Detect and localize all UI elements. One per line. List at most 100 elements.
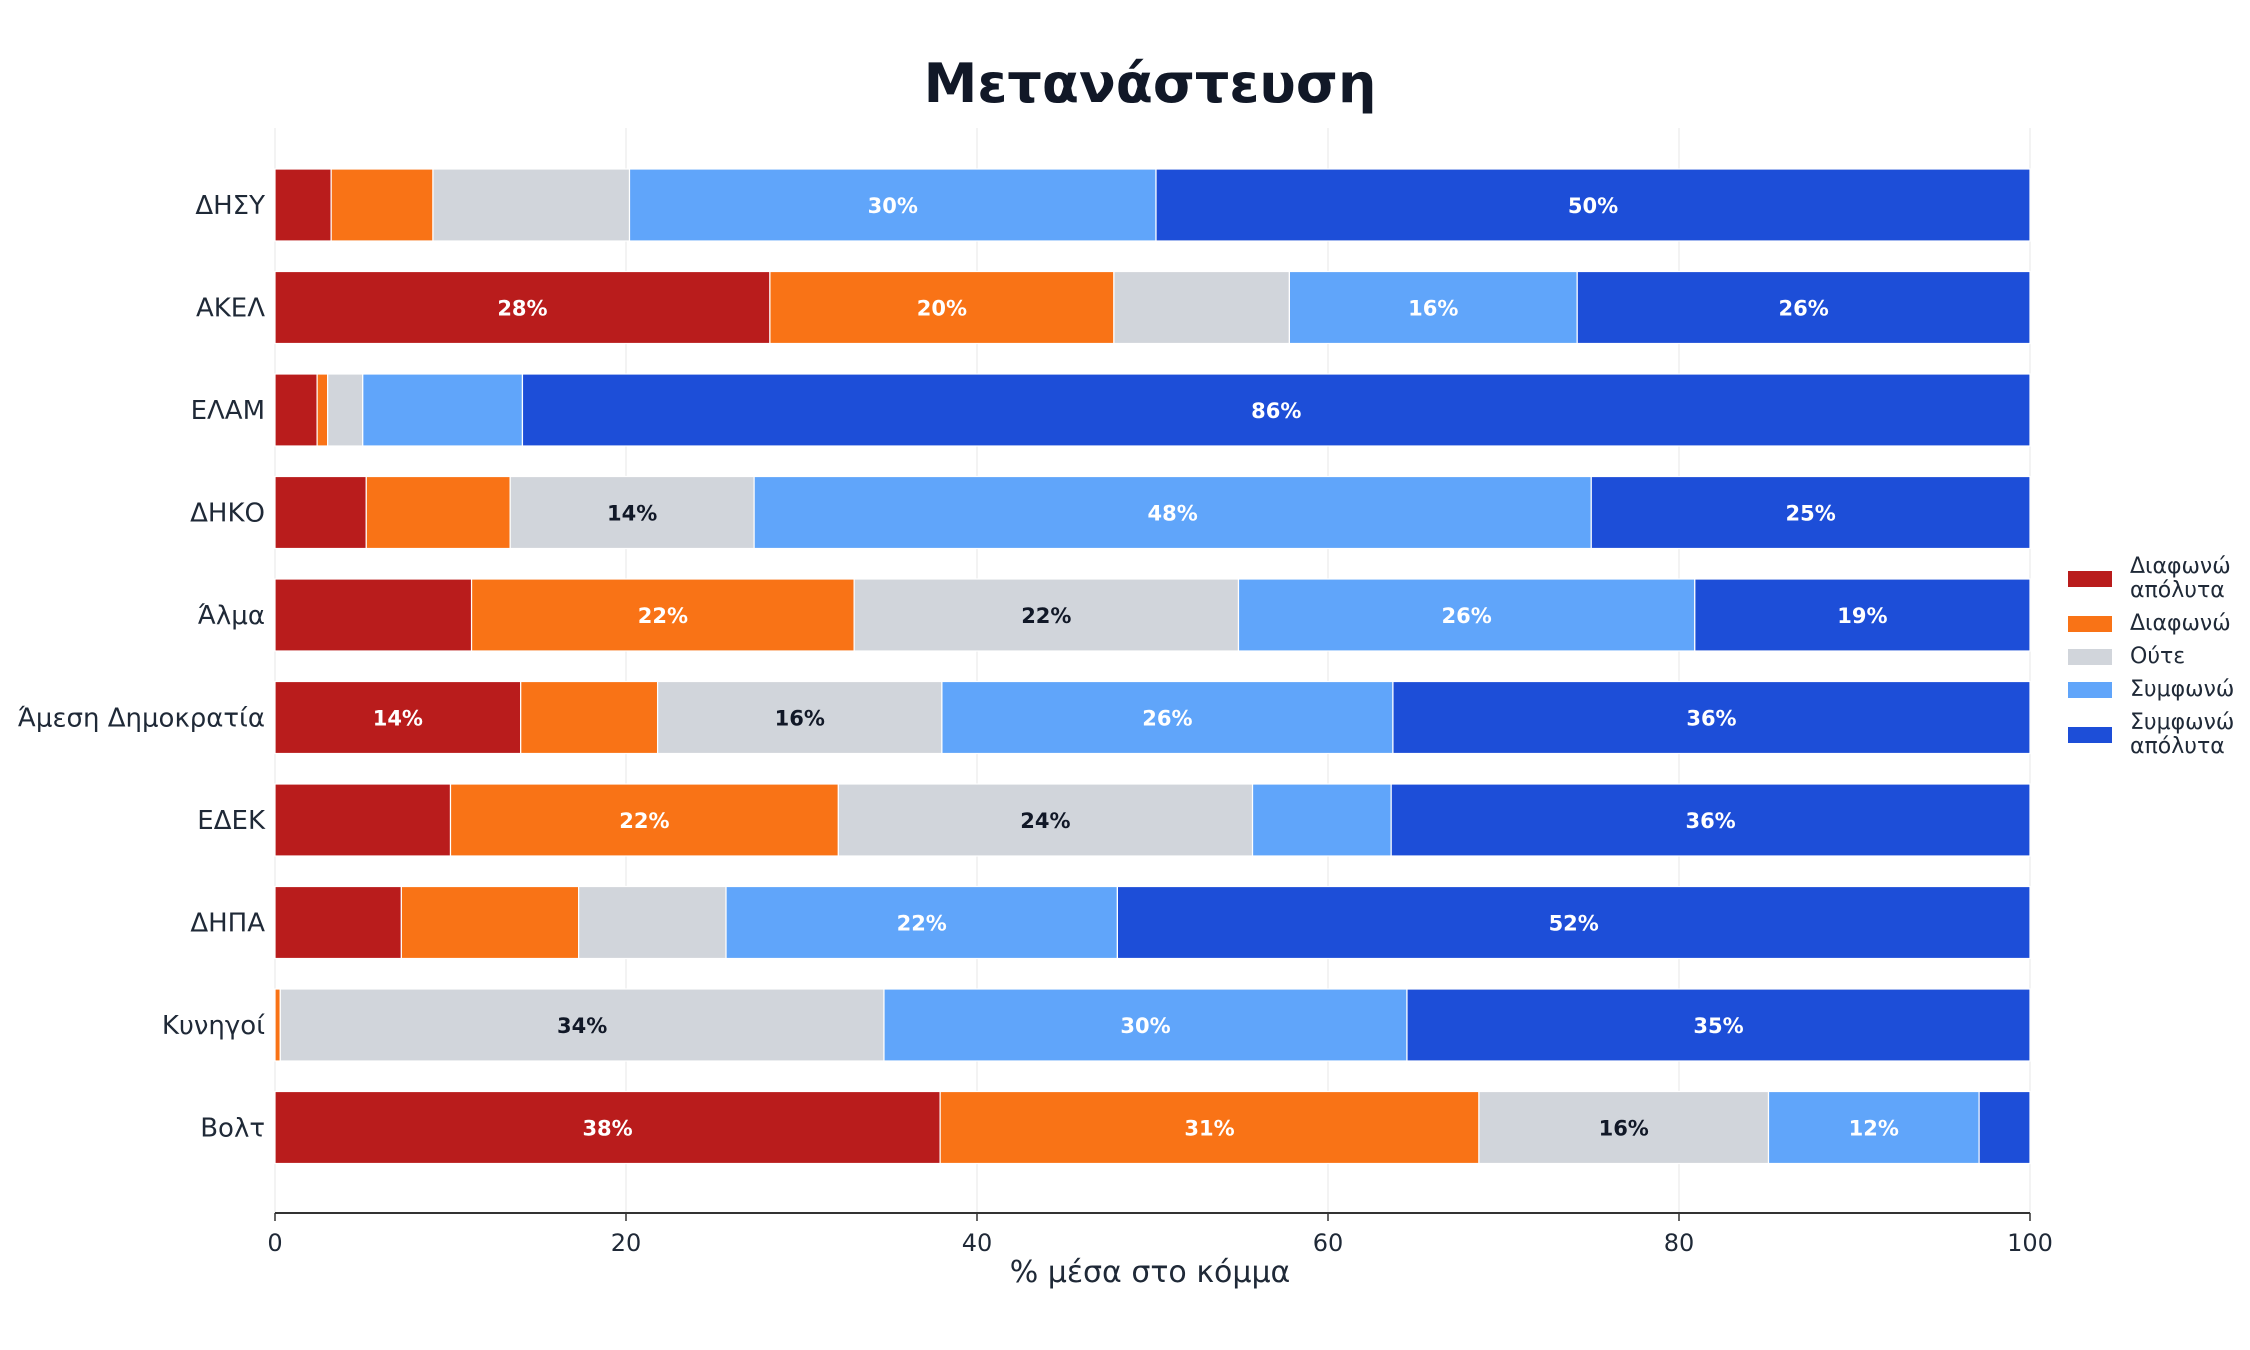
bar-segment [274, 168, 332, 242]
bar-segment [521, 373, 2031, 447]
bar-segment [274, 885, 402, 960]
bar-segment [1392, 680, 2031, 755]
data-label: 36% [1686, 707, 1736, 731]
data-label: 38% [582, 1117, 632, 1141]
legend-swatch [2068, 616, 2112, 632]
bar-segment [274, 475, 367, 550]
bar-segment [520, 680, 659, 755]
legend-item: Συμφωνώ απόλυτα [2068, 711, 2250, 759]
bar-segment [470, 578, 855, 652]
bar-segment [274, 783, 452, 857]
data-label: 16% [1408, 297, 1458, 321]
bar-segment [1113, 270, 1290, 345]
chart-title: Μετανάστευση [923, 52, 1377, 115]
legend-swatch [2068, 682, 2112, 698]
x-tick-label: 60 [1313, 1229, 1344, 1257]
data-label: 25% [1785, 502, 1835, 526]
bar-segment [1478, 1090, 1770, 1165]
bar-segment [1116, 885, 2031, 960]
data-label: 22% [638, 604, 688, 628]
data-label: 22% [897, 912, 947, 936]
bar-segment [365, 475, 511, 550]
bar-segment [1767, 1090, 1980, 1165]
bar-segment [279, 988, 885, 1062]
bar-segment [1288, 270, 1578, 345]
bar-segment [578, 885, 727, 960]
x-axis-title: % μέσα στο κόμμα [1009, 1255, 1291, 1290]
bar-segment [1251, 783, 1392, 857]
data-label: 35% [1693, 1014, 1743, 1038]
y-tick-label: ΔΗΠΑ [190, 909, 265, 939]
data-label: 50% [1568, 194, 1618, 218]
bar-segment [1406, 988, 2031, 1062]
y-tick-label: ΔΗΣΥ [195, 191, 265, 221]
y-tick-label: Άμεση Δημοκρατία [18, 704, 265, 734]
data-label: 48% [1148, 502, 1198, 526]
y-tick-label: ΕΛΑΜ [191, 396, 265, 426]
legend-label: Συμφωνώ απόλυτα [2130, 710, 2235, 759]
data-label: 36% [1685, 809, 1735, 833]
bar-segment [316, 373, 329, 447]
bar-segment [274, 988, 281, 1062]
bar-segment [939, 1090, 1480, 1165]
data-label: 52% [1549, 912, 1599, 936]
data-label: 16% [775, 707, 825, 731]
legend-item: Διαφωνώ [2068, 612, 2250, 636]
y-tick-label: Άλμα [198, 601, 265, 631]
data-label: 22% [1021, 604, 1071, 628]
data-label: 22% [619, 809, 669, 833]
bar-segment [274, 680, 522, 755]
legend-label: Διαφωνώ [2130, 611, 2231, 636]
bar-segment [1576, 270, 2031, 345]
data-label: 26% [1142, 707, 1192, 731]
bar-segment [274, 373, 318, 447]
x-tick-label: 0 [267, 1229, 282, 1257]
data-label: 14% [607, 502, 657, 526]
data-label: 26% [1442, 604, 1492, 628]
data-label: 28% [497, 297, 547, 321]
data-label: 14% [373, 707, 423, 731]
y-tick-label: Βολτ [200, 1114, 265, 1144]
data-label: 30% [868, 194, 918, 218]
bar-segment [432, 168, 631, 242]
bar-segment [753, 475, 1592, 550]
legend-label: Ούτε [2130, 644, 2186, 669]
bar-segment [837, 783, 1254, 857]
data-label: 86% [1251, 399, 1301, 423]
x-tick-label: 20 [611, 1229, 642, 1257]
bar-segment [883, 988, 1408, 1062]
bar-segment [400, 885, 580, 960]
data-label: 20% [917, 297, 967, 321]
legend-item: Ούτε [2068, 645, 2250, 669]
data-label: 30% [1120, 1014, 1170, 1038]
bar-segment [1590, 475, 2031, 550]
bar-segment [274, 270, 771, 345]
bar-segment [1237, 578, 1696, 652]
data-label: 19% [1837, 604, 1887, 628]
legend-swatch [2068, 571, 2112, 587]
bar-segment [769, 270, 1115, 345]
bar-segment [509, 475, 755, 550]
y-tick-label: ΑΚΕΛ [196, 294, 265, 324]
bar-segment [362, 373, 524, 447]
bar-segment [327, 373, 364, 447]
legend-label: Συμφωνώ [2130, 677, 2235, 702]
bar-segment [628, 168, 1157, 242]
data-label: 34% [557, 1014, 607, 1038]
bar-segment [853, 578, 1240, 652]
legend-swatch [2068, 727, 2112, 743]
bar-segment [1155, 168, 2031, 242]
x-tick-label: 80 [1664, 1229, 1695, 1257]
data-label: 26% [1778, 297, 1828, 321]
x-tick-label: 40 [962, 1229, 993, 1257]
legend-item: Διαφωνώ απόλυτα [2068, 555, 2250, 603]
bar-segment [330, 168, 434, 242]
data-label: 31% [1184, 1117, 1234, 1141]
data-label: 16% [1599, 1117, 1649, 1141]
chart-legend: Διαφωνώ απόλυτα Διαφωνώ Ούτε Συμφωνώ Συμ… [2068, 555, 2250, 768]
legend-label: Διαφωνώ απόλυτα [2130, 554, 2231, 603]
data-label: 12% [1849, 1117, 1899, 1141]
bar-segment [1978, 1090, 2031, 1165]
